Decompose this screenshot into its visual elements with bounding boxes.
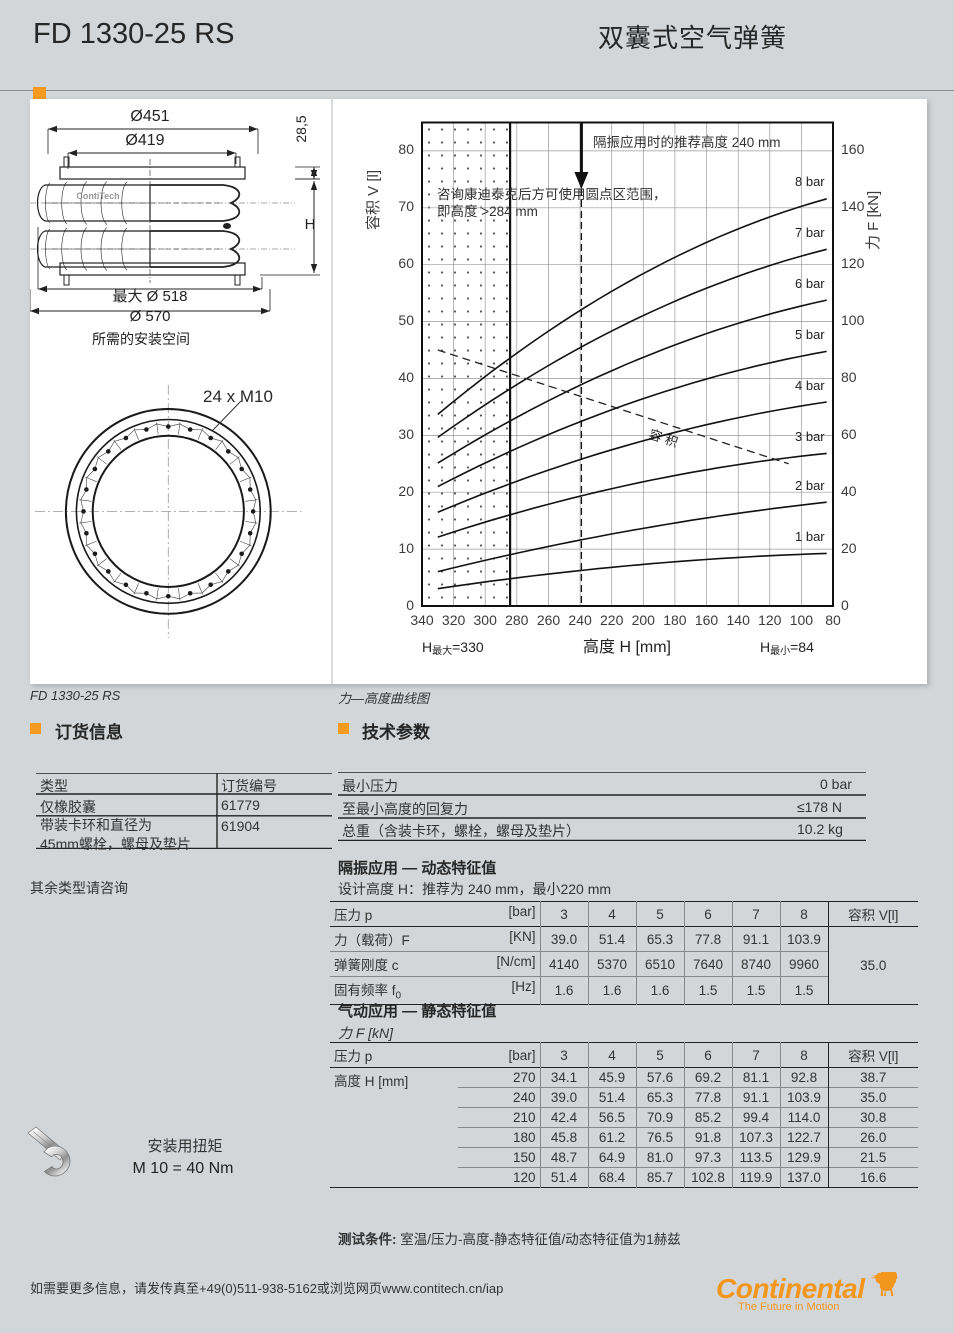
- svg-text:28,5: 28,5: [293, 115, 309, 142]
- svg-text:100: 100: [841, 312, 865, 328]
- svg-text:140: 140: [841, 198, 865, 214]
- svg-text:40: 40: [841, 483, 857, 499]
- svg-text:高度 H [mm]: 高度 H [mm]: [583, 638, 671, 656]
- svg-text:80: 80: [841, 369, 857, 385]
- svg-text:0: 0: [841, 597, 849, 613]
- svg-text:8 bar: 8 bar: [795, 174, 825, 189]
- svg-text:ContiTech: ContiTech: [76, 191, 119, 201]
- svg-text:最大 Ø 518: 最大 Ø 518: [112, 288, 187, 305]
- svg-text:Continental: Continental: [716, 1273, 866, 1304]
- svg-text:力 F [kN]: 力 F [kN]: [865, 191, 882, 250]
- svg-text:220: 220: [600, 612, 624, 628]
- svg-text:0: 0: [406, 597, 414, 613]
- svg-text:340: 340: [410, 612, 434, 628]
- svg-text:60: 60: [841, 426, 857, 442]
- svg-text:H最小=84: H最小=84: [760, 639, 814, 657]
- svg-text:3 bar: 3 bar: [795, 429, 825, 444]
- svg-text:7 bar: 7 bar: [795, 225, 825, 240]
- svg-text:120: 120: [758, 612, 782, 628]
- svg-text:50: 50: [398, 312, 414, 328]
- svg-text:即高度 >284 mm: 即高度 >284 mm: [437, 203, 538, 219]
- svg-text:H最大=330: H最大=330: [422, 639, 484, 657]
- svg-text:180: 180: [663, 612, 687, 628]
- svg-text:80: 80: [398, 141, 414, 157]
- svg-text:160: 160: [841, 141, 865, 157]
- svg-text:Ø451: Ø451: [130, 108, 169, 125]
- svg-text:320: 320: [442, 612, 466, 628]
- svg-text:10: 10: [398, 540, 414, 556]
- svg-text:咨询康迪泰克后方可使用圆点区范围，: 咨询康迪泰克后方可使用圆点区范围，: [437, 186, 667, 202]
- svg-text:120: 120: [841, 255, 865, 271]
- svg-text:100: 100: [790, 612, 814, 628]
- svg-text:80: 80: [825, 612, 841, 628]
- svg-text:40: 40: [398, 369, 414, 385]
- svg-text:160: 160: [695, 612, 719, 628]
- svg-text:1 bar: 1 bar: [795, 529, 825, 544]
- svg-text:70: 70: [398, 198, 414, 214]
- svg-text:200: 200: [632, 612, 656, 628]
- svg-text:2 bar: 2 bar: [795, 478, 825, 493]
- svg-text:20: 20: [841, 540, 857, 556]
- svg-text:4 bar: 4 bar: [795, 378, 825, 393]
- svg-text:240: 240: [568, 612, 592, 628]
- svg-text:300: 300: [474, 612, 498, 628]
- svg-text:140: 140: [727, 612, 751, 628]
- svg-text:20: 20: [398, 483, 414, 499]
- svg-text:30: 30: [398, 426, 414, 442]
- svg-text:6 bar: 6 bar: [795, 276, 825, 291]
- svg-text:The Future in Motion: The Future in Motion: [738, 1301, 840, 1312]
- svg-text:Ø419: Ø419: [125, 132, 164, 149]
- svg-text:隔振应用时的推荐高度 240 mm: 隔振应用时的推荐高度 240 mm: [593, 134, 781, 150]
- svg-text:260: 260: [537, 612, 561, 628]
- svg-text:容积 V [l]: 容积 V [l]: [365, 170, 382, 230]
- svg-text:5 bar: 5 bar: [795, 327, 825, 342]
- svg-text:60: 60: [398, 255, 414, 271]
- svg-text:280: 280: [505, 612, 529, 628]
